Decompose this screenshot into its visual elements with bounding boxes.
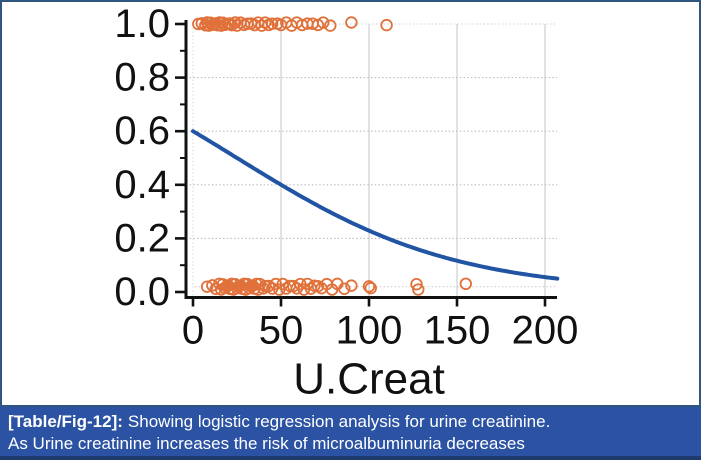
y-axis-tick-label: 0.2: [114, 216, 170, 260]
x-axis-tick-label: 150: [424, 309, 491, 353]
data-point: [345, 16, 358, 29]
x-axis-tick-label: 50: [259, 309, 304, 353]
data-point: [251, 283, 265, 296]
caption-line-1: [Table/Fig-12]: Showing logistic regressi…: [8, 411, 691, 433]
caption-text-2: As Urine creatinine increases the risk o…: [8, 434, 525, 453]
data-point: [410, 278, 423, 291]
y-axis-tick-label: 0.8: [114, 56, 170, 100]
chart-area: 0.0 0.2 0.4 0.6 0.8 1.0 0 50 100 150 200 U.Creat: [0, 0, 701, 407]
data-point: [459, 277, 473, 291]
data-point: [216, 16, 230, 29]
x-axis-tick-label: 200: [512, 309, 579, 353]
data-point: [364, 281, 377, 295]
data-point: [317, 16, 330, 29]
data-point: [412, 283, 425, 296]
data-point: [338, 282, 351, 295]
x-axis-title: U.Creat: [293, 355, 445, 404]
data-point: [362, 280, 376, 293]
y-axis-tick-label: 1.0: [114, 2, 170, 46]
caption-text-1: Showing logistic regression analysis for…: [127, 412, 551, 431]
x-axis-tick-label: 100: [336, 309, 403, 353]
data-point: [200, 280, 214, 293]
figure-caption: [Table/Fig-12]: Showing logistic regressi…: [0, 407, 701, 460]
data-point: [345, 279, 358, 292]
y-axis-tick-label: 0.6: [114, 109, 170, 153]
logistic-curve: [191, 129, 560, 281]
data-point: [380, 18, 393, 32]
y-axis-tick-label: 0.0: [114, 270, 170, 314]
data-point: [266, 17, 279, 30]
data-point: [324, 19, 337, 32]
caption-label: [Table/Fig-12]:: [8, 412, 123, 431]
logistic-regression-chart: 0.0 0.2 0.4 0.6 0.8 1.0 0 50 100 150 200 U.Creat: [114, 2, 579, 404]
y-axis-tick-label: 0.4: [114, 163, 170, 207]
x-axis-tick-label: 0: [182, 309, 204, 353]
